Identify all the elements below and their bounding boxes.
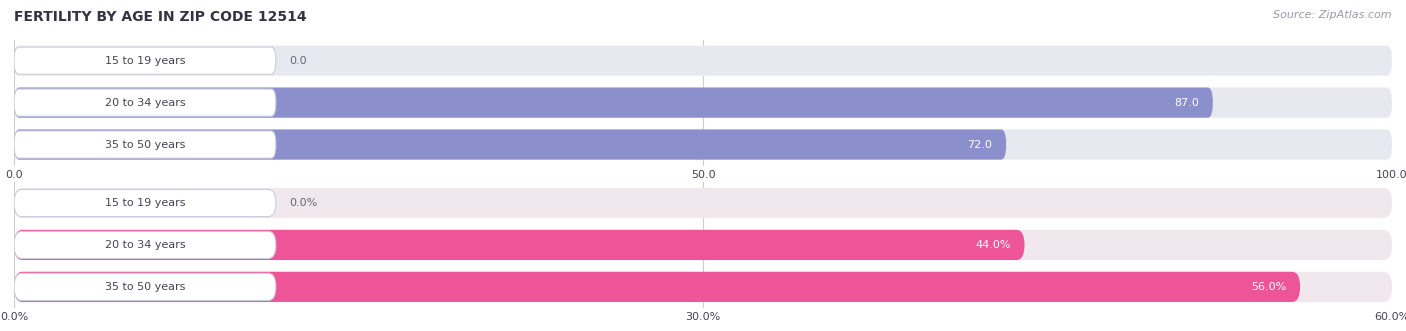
FancyBboxPatch shape [14, 47, 276, 74]
FancyBboxPatch shape [14, 230, 1025, 260]
FancyBboxPatch shape [14, 189, 276, 216]
FancyBboxPatch shape [14, 188, 1392, 218]
Text: 15 to 19 years: 15 to 19 years [104, 56, 186, 66]
FancyBboxPatch shape [14, 131, 276, 158]
FancyBboxPatch shape [14, 272, 1301, 302]
FancyBboxPatch shape [14, 129, 1007, 160]
FancyBboxPatch shape [14, 87, 1392, 118]
FancyBboxPatch shape [14, 87, 1213, 118]
FancyBboxPatch shape [14, 230, 1392, 260]
FancyBboxPatch shape [14, 231, 276, 259]
Text: 20 to 34 years: 20 to 34 years [104, 98, 186, 108]
Text: 15 to 19 years: 15 to 19 years [104, 198, 186, 208]
Text: 35 to 50 years: 35 to 50 years [105, 282, 186, 292]
FancyBboxPatch shape [14, 89, 276, 116]
Text: 0.0%: 0.0% [290, 198, 318, 208]
FancyBboxPatch shape [14, 129, 1392, 160]
Text: 72.0: 72.0 [967, 140, 993, 150]
FancyBboxPatch shape [14, 46, 1392, 76]
FancyBboxPatch shape [14, 273, 276, 301]
Text: 44.0%: 44.0% [976, 240, 1011, 250]
Text: 20 to 34 years: 20 to 34 years [104, 240, 186, 250]
Text: 0.0: 0.0 [290, 56, 308, 66]
FancyBboxPatch shape [14, 272, 1392, 302]
Text: FERTILITY BY AGE IN ZIP CODE 12514: FERTILITY BY AGE IN ZIP CODE 12514 [14, 10, 307, 24]
Text: 56.0%: 56.0% [1251, 282, 1286, 292]
Text: 87.0: 87.0 [1174, 98, 1199, 108]
Text: 35 to 50 years: 35 to 50 years [105, 140, 186, 150]
Text: Source: ZipAtlas.com: Source: ZipAtlas.com [1274, 10, 1392, 20]
